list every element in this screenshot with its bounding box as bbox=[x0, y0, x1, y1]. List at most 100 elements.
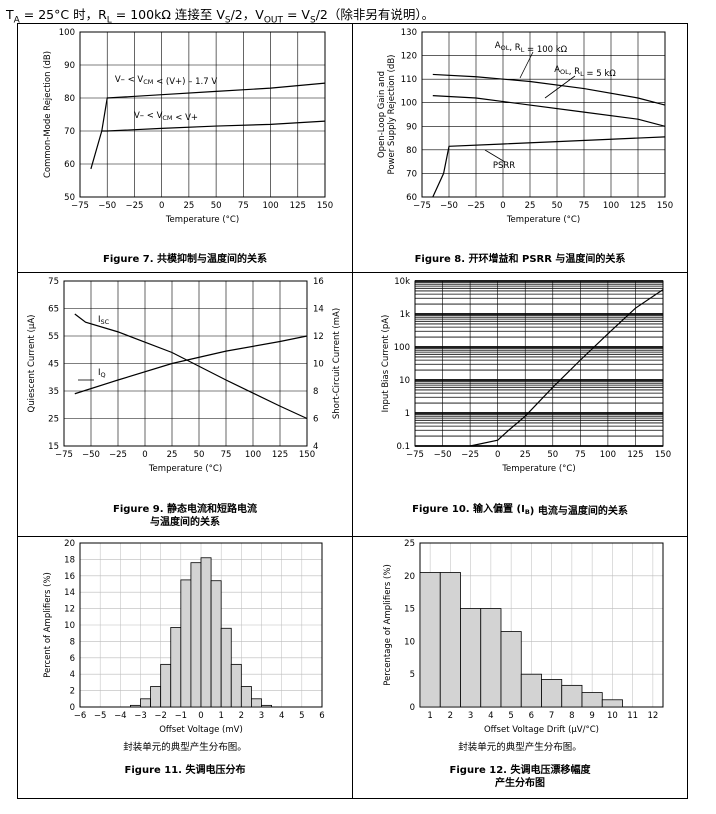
fig7-series-label-1: V– < VCM < V+ bbox=[134, 111, 198, 123]
fig12-bar bbox=[520, 673, 542, 708]
fig10-x-tick-label: 100 bbox=[600, 450, 616, 460]
fig11-y-tick-label: 12 bbox=[64, 605, 75, 615]
fig11-x-tick-label: 3 bbox=[259, 711, 264, 721]
fig9-x-tick-label: 25 bbox=[167, 450, 178, 460]
fig12-bar bbox=[419, 572, 441, 708]
fig10-y-tick-label: 10 bbox=[399, 376, 410, 386]
fig12-y-tick-label: 0 bbox=[410, 703, 415, 713]
fig7-y-tick-label: 70 bbox=[64, 127, 75, 137]
fig10-x-tick-label: −75 bbox=[406, 450, 424, 460]
fig11-x-tick-label: 6 bbox=[319, 711, 324, 721]
fig12-y-axis-label: Percentage of Amplifiers (%) bbox=[383, 564, 393, 686]
fig7-x-tick-label: 25 bbox=[183, 201, 194, 211]
fig9-y2-tick-label: 16 bbox=[313, 277, 324, 287]
fig11-bar bbox=[160, 663, 172, 708]
fig7-series-line-0 bbox=[101, 82, 326, 132]
fig11-bar bbox=[251, 698, 262, 708]
fig9-y2-tick-label: 4 bbox=[313, 442, 318, 452]
fig7-x-axis-label: Temperature (°C) bbox=[165, 215, 239, 225]
fig11-bar bbox=[140, 698, 151, 708]
fig10-x-tick-label: 75 bbox=[575, 450, 586, 460]
fig11-y-tick-label: 10 bbox=[64, 621, 75, 631]
fig8-y-tick-label: 80 bbox=[406, 146, 417, 156]
fig8-x-tick-label: −25 bbox=[467, 201, 485, 211]
fig11-bar bbox=[180, 579, 192, 708]
fig8-x-tick-label: 0 bbox=[500, 201, 505, 211]
fig12-bar bbox=[460, 608, 482, 708]
fig11-x-axis-label: Offset Voltage (mV) bbox=[159, 725, 243, 735]
fig11-y-tick-label: 16 bbox=[64, 572, 75, 582]
fig11-x-tick-label: −4 bbox=[114, 711, 127, 721]
fig8-y-tick-label: 120 bbox=[401, 52, 417, 62]
fig9-x-tick-label: 100 bbox=[245, 450, 261, 460]
fig12-bar bbox=[541, 679, 563, 708]
fig11-bar bbox=[210, 580, 222, 708]
fig12-y-tick-label: 20 bbox=[404, 572, 415, 582]
fig10-x-axis-label: Temperature (°C) bbox=[501, 464, 575, 474]
fig9-series-line-1 bbox=[74, 335, 308, 395]
fig7-y-axis-label: Common-Mode Rejection (dB) bbox=[43, 51, 53, 178]
fig10-y-tick-label: 1 bbox=[405, 409, 410, 419]
fig8-x-tick-label: 150 bbox=[657, 201, 673, 211]
fig12-x-tick-label: 4 bbox=[488, 711, 493, 721]
fig9-x-tick-label: 0 bbox=[142, 450, 147, 460]
fig8-series-label-0: AOL, RL = 100 kΩ bbox=[495, 41, 568, 55]
fig10-plot-frame bbox=[414, 280, 664, 447]
fig11-y-tick-label: 0 bbox=[70, 703, 75, 713]
fig11-y-tick-label: 4 bbox=[70, 670, 75, 680]
fig11-y-tick-label: 14 bbox=[64, 588, 75, 598]
fig12-y-tick-label: 5 bbox=[410, 670, 415, 680]
fig11-y-tick-label: 8 bbox=[70, 637, 75, 647]
fig9-y-tick-label: 65 bbox=[48, 305, 59, 315]
fig9-series-line-0 bbox=[74, 313, 308, 420]
fig9-caption-line2: 与温度间的关系 bbox=[150, 515, 220, 528]
test-conditions: TA = 25°C 时，RL = 100kΩ 连接至 VS/2，VOUT = V… bbox=[6, 7, 435, 26]
fig10-x-tick-label: −25 bbox=[461, 450, 479, 460]
fig8-x-tick-label: 100 bbox=[603, 201, 619, 211]
fig12-bar bbox=[439, 572, 461, 708]
fig11-x-tick-label: 0 bbox=[198, 711, 203, 721]
fig11-x-tick-label: −5 bbox=[94, 711, 107, 721]
fig8-series-line-1 bbox=[432, 95, 666, 127]
fig10-y-tick-label: 0.1 bbox=[396, 442, 410, 452]
fig8-x-tick-label: 75 bbox=[579, 201, 590, 211]
fig9-y-axis-label: Quiescent Current (μA) bbox=[27, 315, 37, 413]
fig11-x-tick-label: 2 bbox=[239, 711, 244, 721]
fig9-x-tick-label: −50 bbox=[82, 450, 100, 460]
fig8-caption: Figure 8. 开环增益和 PSRR 与温度间的关系 bbox=[415, 252, 626, 265]
fig12-bar bbox=[561, 684, 583, 708]
fig7-y-tick-label: 50 bbox=[64, 193, 75, 203]
fig9-caption: Figure 9. 静态电流和短路电流 bbox=[113, 502, 257, 515]
fig8-y-tick-label: 90 bbox=[406, 122, 417, 132]
fig7-x-tick-label: −50 bbox=[98, 201, 116, 211]
fig8-y-tick-label: 60 bbox=[406, 193, 417, 203]
fig8-x-tick-label: 25 bbox=[525, 201, 536, 211]
fig12-x-tick-label: 10 bbox=[607, 711, 618, 721]
fig9-y2-tick-label: 14 bbox=[313, 305, 324, 315]
fig9-series-label-0: ISC bbox=[98, 315, 110, 326]
fig9-x-tick-label: 50 bbox=[194, 450, 205, 460]
fig12-x-tick-label: 8 bbox=[569, 711, 574, 721]
fig12-x-tick-label: 5 bbox=[508, 711, 513, 721]
fig10-y-tick-label: 1k bbox=[400, 310, 410, 320]
fig10-x-tick-label: 150 bbox=[655, 450, 671, 460]
fig12-subtitle: 封装单元的典型产生分布图。 bbox=[458, 741, 582, 753]
fig8-arrow-aol100 bbox=[519, 51, 534, 79]
fig10-x-tick-label: 25 bbox=[520, 450, 531, 460]
fig11-x-tick-label: −2 bbox=[154, 711, 167, 721]
fig11-bar bbox=[130, 704, 141, 708]
fig8-x-tick-label: 125 bbox=[630, 201, 646, 211]
fig7-x-tick-label: 125 bbox=[290, 201, 306, 211]
fig8-series-line-2 bbox=[432, 136, 666, 198]
fig8-y-tick-label: 70 bbox=[406, 169, 417, 179]
fig9-x-axis-label: Temperature (°C) bbox=[148, 464, 222, 474]
fig10-x-tick-label: −50 bbox=[434, 450, 452, 460]
fig10-y-tick-label: 100 bbox=[394, 343, 410, 353]
fig10-y-axis-label: Input Bias Current (pA) bbox=[381, 315, 391, 413]
fig11-x-tick-label: 1 bbox=[218, 711, 223, 721]
fig11-y-tick-label: 6 bbox=[70, 654, 75, 664]
fig12-caption-line2: 产生分布图 bbox=[495, 776, 545, 789]
fig8-y-axis-label-2: Power Supply Rejection (dB) bbox=[387, 55, 397, 175]
fig12-bar bbox=[480, 608, 502, 708]
fig9-y2-axis-label: Short-Circuit Current (mA) bbox=[332, 308, 342, 419]
